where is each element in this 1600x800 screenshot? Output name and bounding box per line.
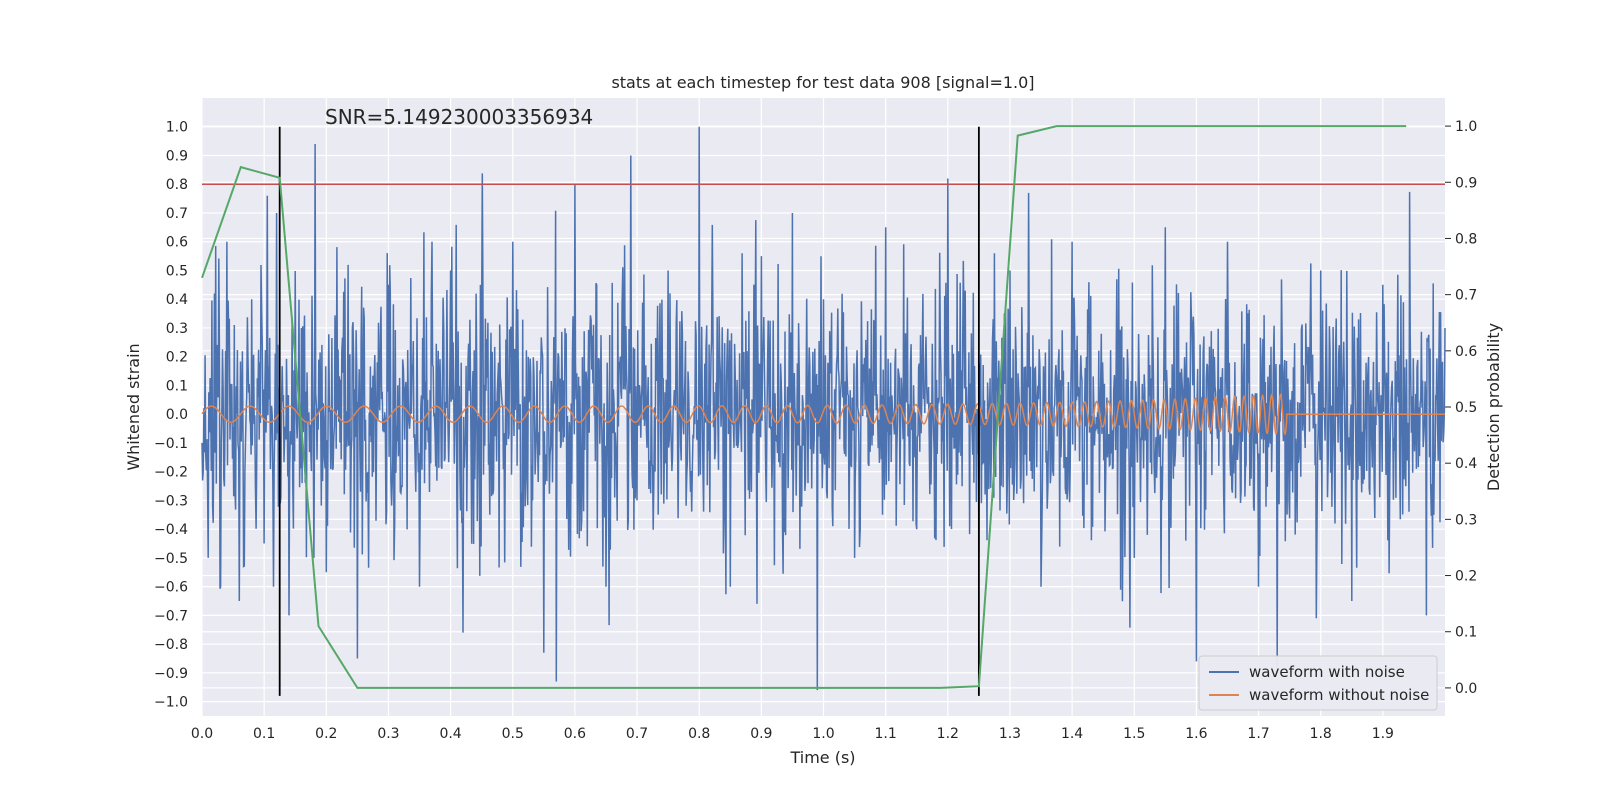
y-right-tick-label: 0.1 — [1455, 625, 1477, 641]
y-right-tick-label: 0.0 — [1455, 681, 1477, 697]
legend-label: waveform without noise — [1249, 686, 1429, 704]
y-tick-label: −0.1 — [154, 436, 188, 452]
y-axis-label: Whitened strain — [124, 343, 143, 470]
y-tick-label: −1.0 — [154, 695, 188, 711]
x-tick-label: 0.7 — [626, 726, 648, 742]
x-tick-label: 0.0 — [191, 726, 213, 742]
x-tick-label: 0.1 — [253, 726, 275, 742]
y-tick-label: 0.3 — [166, 321, 188, 337]
y-tick-label: 0.0 — [166, 407, 188, 423]
y-tick-label: −0.8 — [154, 637, 188, 653]
y-right-tick-label: 0.9 — [1455, 175, 1477, 191]
y-tick-label: −0.2 — [154, 465, 188, 481]
y-tick-label: 0.1 — [166, 378, 188, 394]
y-tick-label: 0.2 — [166, 350, 188, 366]
y-tick-label: 0.6 — [166, 235, 188, 251]
x-tick-label: 0.9 — [750, 726, 772, 742]
y-right-tick-label: 0.7 — [1455, 288, 1477, 304]
y-tick-label: 1.0 — [166, 120, 188, 136]
x-tick-label: 1.9 — [1372, 726, 1394, 742]
legend-label: waveform with noise — [1249, 663, 1405, 681]
x-axis-label: Time (s) — [789, 748, 855, 767]
y-tick-label: 0.4 — [166, 292, 188, 308]
x-tick-label: 0.6 — [564, 726, 586, 742]
y-right-tick-label: 0.6 — [1455, 344, 1477, 360]
y-tick-label: −0.7 — [154, 608, 188, 624]
series-waveform-with-noise — [201, 126, 1446, 691]
x-tick-label: 1.0 — [812, 726, 834, 742]
legend-box — [1198, 655, 1438, 711]
x-tick-label: 1.3 — [999, 726, 1021, 742]
y-tick-label: −0.4 — [154, 522, 188, 538]
x-tick-label: 1.1 — [875, 726, 897, 742]
x-tick-label: 1.4 — [1061, 726, 1083, 742]
y-right-tick-label: 0.8 — [1455, 231, 1477, 247]
y-tick-label: 0.5 — [166, 263, 188, 279]
y-tick-label: −0.6 — [154, 580, 188, 596]
chart-title: stats at each timestep for test data 908… — [611, 73, 1034, 92]
x-tick-label: 0.8 — [688, 726, 710, 742]
y-right-tick-label: 0.3 — [1455, 512, 1477, 528]
snr-annotation: SNR=5.149230003356934 — [325, 105, 593, 129]
x-tick-label: 0.3 — [377, 726, 399, 742]
legend: waveform with noise waveform without nois… — [1198, 655, 1438, 711]
y-tick-label: −0.3 — [154, 493, 188, 509]
series-detection-probability — [201, 125, 1407, 689]
x-tick-label: 1.6 — [1185, 726, 1207, 742]
x-tick-label: 0.4 — [439, 726, 461, 742]
y-right-tick-label: 0.4 — [1455, 456, 1477, 472]
x-tick-label: 1.8 — [1310, 726, 1332, 742]
x-tick-label: 1.7 — [1247, 726, 1269, 742]
y-right-tick-label: 0.5 — [1455, 400, 1477, 416]
y-tick-label: 0.7 — [166, 206, 188, 222]
y-right-tick-label: 1.0 — [1455, 119, 1477, 135]
y-axis-right-label: Detection probability — [1484, 323, 1503, 491]
series-waveform-without-noise — [201, 393, 1445, 436]
x-tick-label: 1.5 — [1123, 726, 1145, 742]
y-tick-label: 0.9 — [166, 148, 188, 164]
y-right-tick-label: 0.2 — [1455, 569, 1477, 585]
x-tick-label: 0.2 — [315, 726, 337, 742]
plot-area: 0.0 0.1 0.2 0.3 0.4 0.5 0.6 0.7 0.8 0.9 1.0 1.1 1.2 1… — [154, 98, 1477, 742]
x-tick-label: 1.2 — [937, 726, 959, 742]
x-tick-label: 0.5 — [502, 726, 524, 742]
y-tick-label: −0.9 — [154, 666, 188, 682]
y-tick-label: 0.8 — [166, 177, 188, 193]
y-tick-label: −0.5 — [154, 551, 188, 567]
